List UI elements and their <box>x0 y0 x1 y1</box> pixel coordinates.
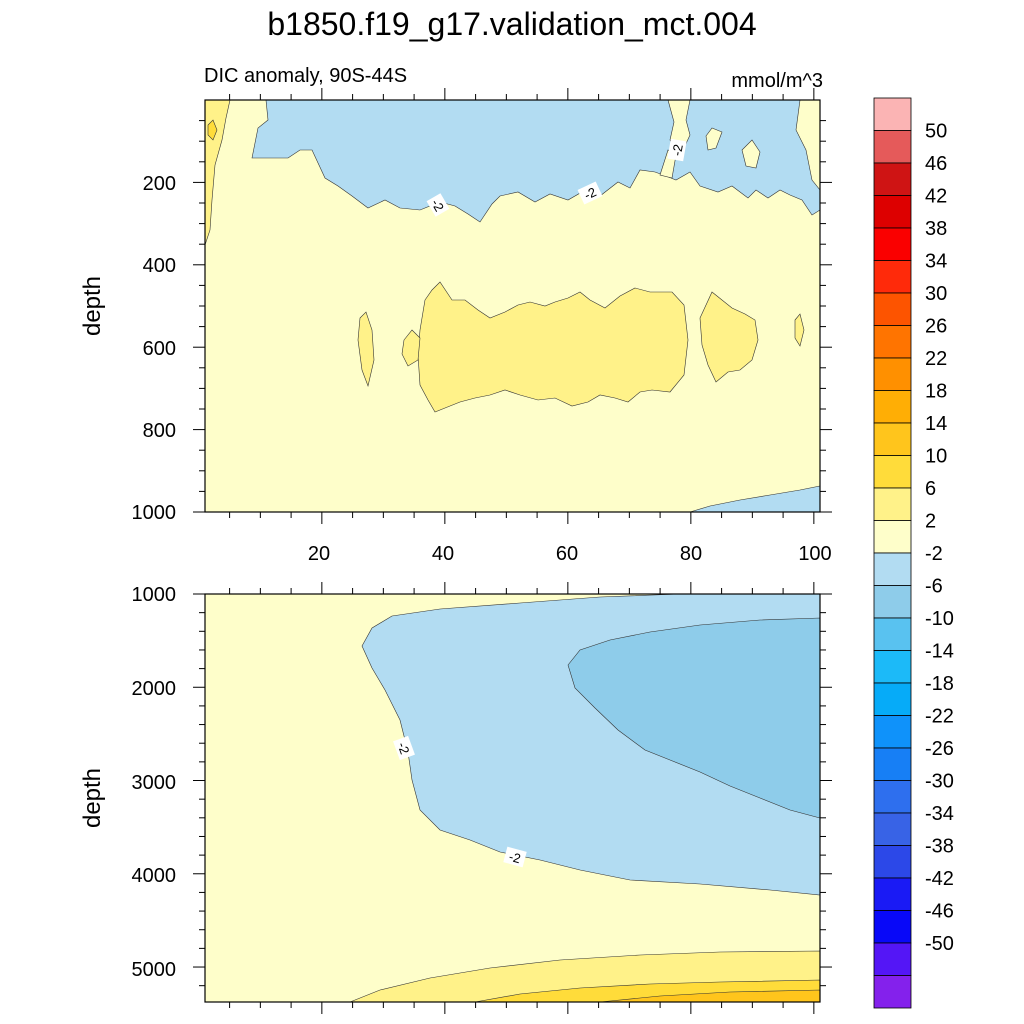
lower-panel: -2 -2 depth 1000 2000 3000 4000 5000 <box>79 582 832 1014</box>
colorbar-label: 2 <box>925 511 936 533</box>
upper-ytick-label: 800 <box>143 420 176 442</box>
upper-units-string: mmol/m^3 <box>731 70 823 92</box>
lower-contour-label-1-text: -2 <box>395 740 413 756</box>
upper-fill-left-warm-core <box>207 119 218 141</box>
colorbar-label: 38 <box>925 218 947 240</box>
colorbar-label: 46 <box>925 153 947 175</box>
colorbar-label: 50 <box>925 121 947 143</box>
upper-ytick-label: 200 <box>143 173 176 195</box>
upper-left-string: DIC anomaly, 90S-44S <box>204 65 407 87</box>
colorbar-label: -46 <box>925 901 954 923</box>
colorbar-label: -34 <box>925 803 954 825</box>
lower-axis-ticks <box>193 582 832 1014</box>
colorbar-label: 22 <box>925 348 947 370</box>
upper-xtick-label: 100 <box>798 543 831 565</box>
colorbar-box <box>873 845 912 879</box>
colorbar-box <box>873 487 912 521</box>
colorbar-label: -6 <box>925 576 943 598</box>
lower-contour-label-2: -2 <box>503 846 527 868</box>
colorbar-box <box>873 650 912 684</box>
colorbar-label: -42 <box>925 868 954 890</box>
upper-contour-label-1: -2 <box>426 193 450 217</box>
colorbar-box <box>873 195 912 229</box>
upper-ylabel: depth <box>79 276 106 336</box>
lower-ytick-label: 4000 <box>132 865 177 887</box>
colorbar-label: 42 <box>925 186 947 208</box>
colorbar-label: 26 <box>925 316 947 338</box>
colorbar-label: 18 <box>925 381 947 403</box>
colorbar-label: 6 <box>925 478 936 500</box>
colorbar-box <box>873 552 912 586</box>
upper-xtick-label: 20 <box>308 543 330 565</box>
lower-ytick-label: 3000 <box>132 772 177 794</box>
colorbar-box <box>873 227 912 261</box>
colorbar-box <box>873 162 912 196</box>
upper-fill-band-gap-4 <box>741 139 761 169</box>
colorbar-box <box>873 780 912 814</box>
colorbar-box <box>873 585 912 619</box>
colorbar-box <box>873 130 912 164</box>
colorbar-label: 14 <box>925 413 947 435</box>
upper-xtick-label: 40 <box>432 543 454 565</box>
figure-title: b1850.f19_g17.validation_mct.004 <box>267 6 756 42</box>
upper-contour-label-3: -2 <box>667 138 687 162</box>
lower-contour-label-2-text: -2 <box>507 849 522 866</box>
upper-axis-ticks <box>193 88 832 524</box>
lower-contour-label-1: -2 <box>393 735 415 761</box>
lower-ytick-label: 5000 <box>132 959 177 981</box>
colorbar-box <box>873 975 912 1009</box>
colorbar-box <box>873 422 912 456</box>
colorbar-box <box>873 455 912 489</box>
colorbar-label: 34 <box>925 251 947 273</box>
colorbar-box <box>873 910 912 944</box>
upper-ytick-label: 400 <box>143 255 176 277</box>
lower-ytick-label: 1000 <box>132 584 177 606</box>
colorbar-box <box>873 682 912 716</box>
colorbar-box <box>873 715 912 749</box>
upper-contour-label-3-text: -2 <box>669 143 686 157</box>
upper-fill-mid-warm-right <box>699 291 759 383</box>
upper-ytick-label: 1000 <box>132 502 177 524</box>
upper-contour-label-2: -2 <box>577 181 603 205</box>
lower-fill-blue-core <box>567 617 821 819</box>
colorbar-box <box>873 292 912 326</box>
colorbar-box <box>873 877 912 911</box>
upper-fill-band-gap-3 <box>705 127 723 151</box>
upper-ytick-label: 600 <box>143 338 176 360</box>
colorbar-label: -18 <box>925 673 954 695</box>
upper-fill-mid-warm-main <box>417 281 689 413</box>
colorbar-label: 10 <box>925 446 947 468</box>
colorbar-label: 30 <box>925 283 947 305</box>
upper-panel: DIC anomaly, 90S-44S mmol/m^3 -2 -2 <box>79 65 832 565</box>
colorbar-label: -10 <box>925 608 954 630</box>
lower-ytick-label: 2000 <box>132 678 177 700</box>
colorbar-label: -26 <box>925 738 954 760</box>
upper-contour-label-2-text: -2 <box>582 184 599 202</box>
colorbar-box <box>873 260 912 294</box>
colorbar: 50 46 42 38 34 30 26 22 18 14 10 6 2 -2 -6 -10 -14 -18 -22… <box>873 97 954 1009</box>
colorbar-box <box>873 390 912 424</box>
colorbar-box <box>873 520 912 554</box>
colorbar-label: -14 <box>925 641 954 663</box>
colorbar-box <box>873 325 912 359</box>
colorbar-box <box>873 812 912 846</box>
colorbar-label: -50 <box>925 933 954 955</box>
colorbar-label: -30 <box>925 771 954 793</box>
upper-fill-mid-warm-left2 <box>401 329 421 367</box>
upper-fill-mid-warm-far-right <box>794 313 805 347</box>
colorbar-label: -38 <box>925 836 954 858</box>
upper-xtick-label: 80 <box>680 543 702 565</box>
colorbar-label: -22 <box>925 706 954 728</box>
colorbar-box <box>873 747 912 781</box>
colorbar-label: -2 <box>925 543 943 565</box>
colorbar-box <box>873 97 912 131</box>
lower-ylabel: depth <box>79 768 106 828</box>
lower-plot-frame <box>204 593 821 1003</box>
colorbar-box <box>873 357 912 391</box>
colorbar-box <box>873 617 912 651</box>
upper-fill-mid-warm-left <box>357 311 375 388</box>
colorbar-box <box>873 942 912 976</box>
upper-xtick-label: 60 <box>556 543 578 565</box>
